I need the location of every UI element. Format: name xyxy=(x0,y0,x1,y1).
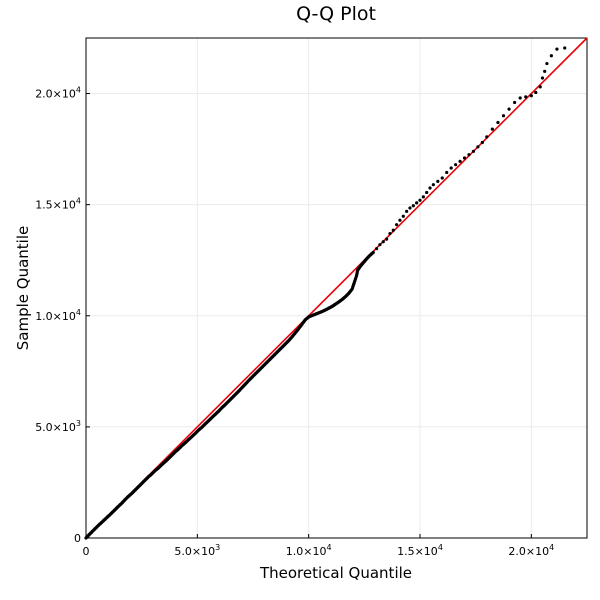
data-point xyxy=(405,209,409,213)
x-axis-ticks: 0 5.0×103 1.0×104 1.5×104 2.0×104 xyxy=(83,534,554,558)
data-point xyxy=(458,159,462,163)
data-point xyxy=(462,156,467,160)
data-point xyxy=(545,61,549,66)
y-tick-label: 1.5×104 xyxy=(35,197,81,212)
data-point xyxy=(490,127,494,131)
x-tick-label: 0 xyxy=(83,545,90,558)
data-point xyxy=(549,54,553,58)
data-point xyxy=(524,95,528,99)
data-points xyxy=(84,46,567,540)
data-point xyxy=(431,183,435,187)
data-point xyxy=(507,107,511,111)
data-point xyxy=(425,190,429,195)
data-point xyxy=(563,46,567,50)
data-point xyxy=(378,243,382,247)
data-point xyxy=(513,100,517,105)
data-point xyxy=(388,231,392,236)
data-point xyxy=(543,69,547,73)
data-point xyxy=(395,223,399,227)
x-tick-label: 2.0×104 xyxy=(508,543,554,558)
data-point xyxy=(445,170,449,175)
data-point xyxy=(374,247,379,251)
data-point xyxy=(449,166,453,170)
x-tick-label: 1.5×104 xyxy=(397,543,443,558)
data-point xyxy=(480,140,484,145)
data-point xyxy=(538,85,542,89)
data-point xyxy=(485,135,489,139)
x-tick-label: 5.0×103 xyxy=(174,543,220,558)
data-point xyxy=(421,195,425,199)
data-point xyxy=(529,94,533,98)
data-point xyxy=(440,176,444,180)
data-point xyxy=(518,96,522,100)
grid-lines xyxy=(86,38,587,538)
data-point xyxy=(496,120,500,125)
data-point xyxy=(385,237,389,241)
y-axis-title: Sample Quantile xyxy=(14,226,32,350)
data-point xyxy=(408,206,412,210)
data-point xyxy=(501,114,506,118)
data-point xyxy=(540,76,545,80)
x-tick-label: 1.0×104 xyxy=(286,543,332,558)
reference-line xyxy=(85,37,588,539)
plot-area-border xyxy=(85,37,588,539)
chart-title: Q-Q Plot xyxy=(296,3,376,25)
data-point xyxy=(415,201,419,205)
y-tick-label: 0 xyxy=(74,532,81,545)
data-point xyxy=(454,163,458,167)
data-point xyxy=(371,250,375,255)
data-point xyxy=(418,198,422,202)
data-point xyxy=(411,204,415,208)
y-tick-label: 1.0×104 xyxy=(35,308,81,323)
data-point xyxy=(381,240,385,244)
data-point xyxy=(391,228,395,232)
reference-line-group xyxy=(85,37,588,539)
data-point xyxy=(398,218,402,222)
data-point xyxy=(436,179,440,183)
data-point xyxy=(401,214,405,218)
y-tick-label: 2.0×104 xyxy=(35,86,81,101)
x-axis-title: Theoretical Quantile xyxy=(259,564,412,582)
data-point xyxy=(555,47,559,51)
y-tick-label: 5.0×103 xyxy=(35,419,81,434)
data-point xyxy=(471,149,476,153)
y-axis-ticks: 0 5.0×103 1.0×104 1.5×104 2.0×104 xyxy=(35,86,90,545)
data-point xyxy=(428,186,432,190)
data-point xyxy=(534,90,538,95)
data-point xyxy=(467,153,471,157)
data-point xyxy=(476,145,480,149)
